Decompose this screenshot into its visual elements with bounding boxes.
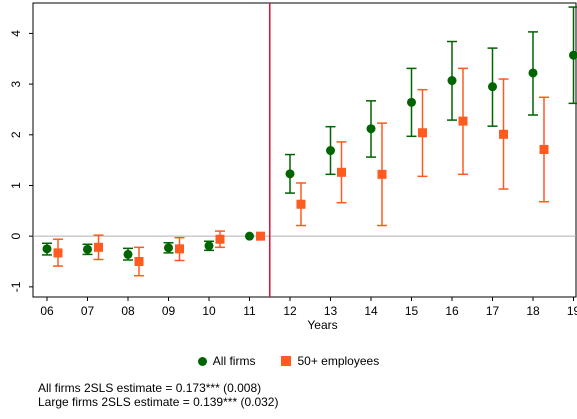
legend-label-all-firms: All firms: [212, 354, 256, 368]
point-50plus-employees: [499, 129, 508, 139]
x-tick-label: 10: [202, 304, 216, 318]
point-50plus-employees: [215, 234, 225, 244]
point-all-firms: [366, 124, 376, 134]
legend-label-50plus: 50+ employees: [297, 354, 380, 368]
y-tick-label: 4: [9, 30, 23, 37]
point-all-firms: [285, 169, 295, 179]
point-50plus-employees: [134, 257, 144, 267]
y-tick-label: 0: [9, 233, 23, 240]
point-all-firms: [245, 231, 254, 241]
x-tick-label: 06: [40, 304, 54, 318]
legend-marker-50plus: [281, 356, 292, 366]
point-all-firms: [407, 97, 416, 107]
plot-frame: [32, 2, 577, 298]
x-tick-label: 16: [445, 304, 459, 318]
point-all-firms: [447, 76, 457, 86]
point-all-firms: [123, 249, 133, 259]
point-50plus-employees: [53, 248, 63, 258]
note-all-firms: All firms 2SLS estimate = 0.173*** (0.00…: [38, 381, 262, 395]
x-tick-label: 11: [243, 304, 256, 318]
x-axis-title: Years: [307, 318, 337, 332]
x-tick-label: 08: [121, 304, 135, 318]
x-tick-label: 09: [162, 304, 176, 318]
x-tick-label: 17: [486, 304, 500, 318]
point-all-firms: [488, 82, 497, 92]
y-tick-label: 1: [9, 182, 23, 189]
point-all-firms: [569, 50, 577, 60]
point-all-firms: [204, 241, 214, 251]
legend-item-all-firms: All firms: [197, 354, 256, 368]
x-tick-label: 07: [81, 304, 95, 318]
point-50plus-employees: [256, 231, 265, 241]
point-50plus-employees: [337, 167, 346, 177]
legend-marker-all-firms: [197, 356, 207, 366]
x-tick-label: 18: [526, 304, 540, 318]
x-tick-label: 12: [283, 304, 297, 318]
note-large-firms: Large firms 2SLS estimate = 0.139*** (0.…: [38, 395, 279, 409]
point-50plus-employees: [458, 116, 468, 126]
point-50plus-employees: [94, 242, 103, 252]
x-tick-label: 15: [405, 304, 419, 318]
point-all-firms: [164, 243, 173, 253]
y-tick-label: 2: [9, 131, 23, 138]
point-all-firms: [83, 244, 92, 254]
legend-item-50plus: 50+ employees: [281, 354, 379, 368]
y-tick-label: -1: [9, 281, 23, 292]
x-tick-label: 14: [364, 304, 378, 318]
point-50plus-employees: [296, 199, 306, 209]
x-tick-label: 19: [567, 304, 577, 318]
y-tick-label: 3: [9, 80, 23, 87]
point-all-firms: [42, 244, 52, 254]
x-tick-label: 13: [324, 304, 338, 318]
point-50plus-employees: [539, 144, 549, 154]
point-50plus-employees: [175, 244, 184, 254]
legend: All firms 50+ employees: [0, 352, 577, 370]
estimate-notes: All firms 2SLS estimate = 0.173*** (0.00…: [38, 381, 278, 409]
point-50plus-employees: [377, 169, 387, 179]
point-all-firms: [528, 68, 538, 78]
point-all-firms: [326, 146, 335, 156]
point-50plus-employees: [418, 128, 427, 138]
